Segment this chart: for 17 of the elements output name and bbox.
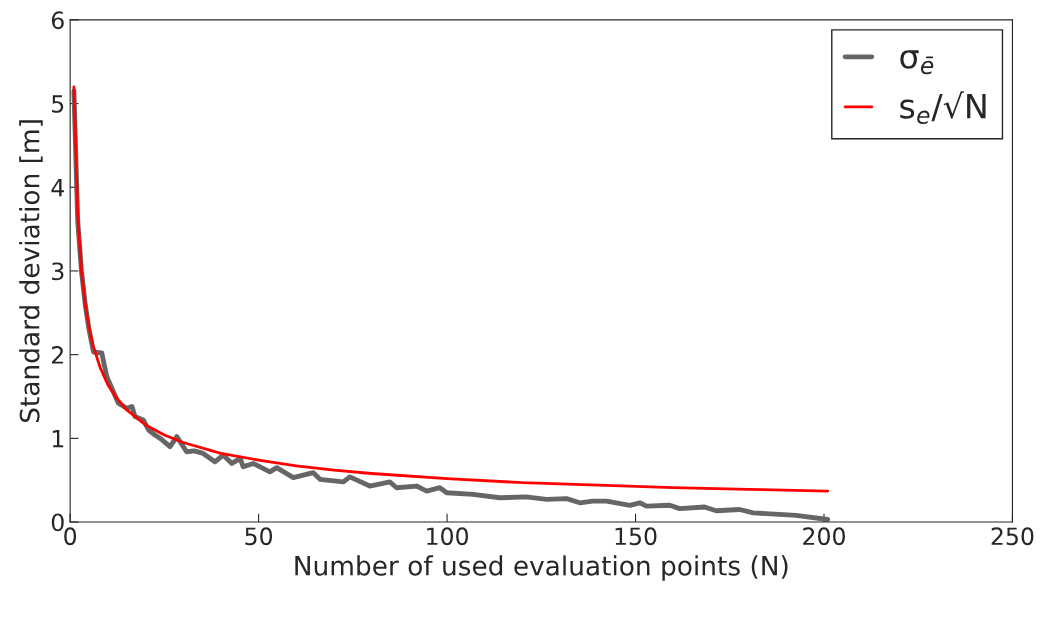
- y-tick-label: 4: [51, 179, 64, 197]
- y-tick-label: 2: [52, 346, 63, 364]
- x-tick-label: 50: [245, 527, 273, 546]
- legend-label: σ$_{ē}$: [900, 50, 934, 75]
- legend-label: s$_{e}$/√N: [900, 91, 986, 125]
- y-axis-title: Standard deviation [m]: [19, 120, 43, 423]
- y-tick-label: 0: [51, 513, 64, 532]
- x-tick-label: 100: [427, 527, 469, 546]
- y-tick-label: 1: [52, 430, 64, 448]
- x-tick-label: 150: [615, 527, 657, 546]
- x-tick-label: 0: [64, 527, 77, 546]
- x-axis-title: Number of used evaluation points (N): [295, 555, 788, 581]
- x-tick-label: 250: [991, 527, 1034, 546]
- y-tick-label: 3: [52, 262, 64, 281]
- y-tick-label: 6: [51, 11, 64, 30]
- x-tick-label: 200: [803, 527, 845, 546]
- y-tick-label: 5: [52, 95, 64, 113]
